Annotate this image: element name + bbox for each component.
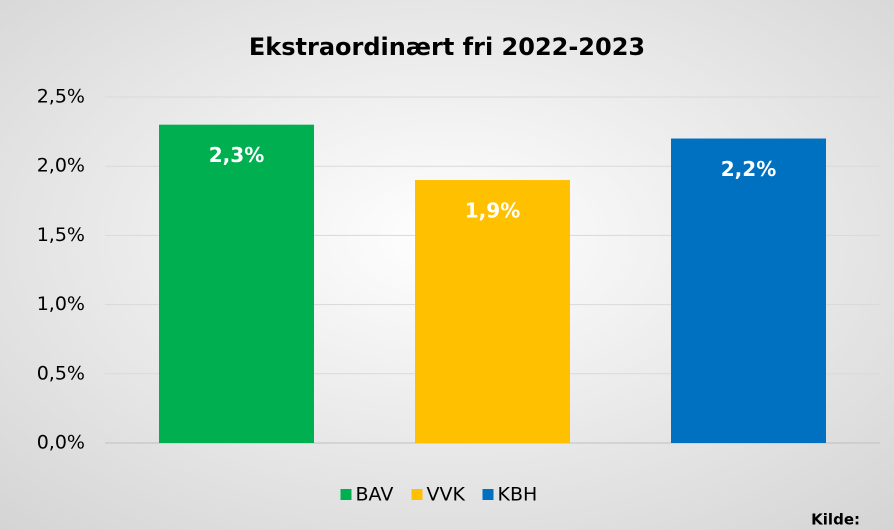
legend-swatch [482, 489, 494, 500]
chart-title: Ekstraordinært fri 2022-2023 [249, 33, 645, 61]
data-label: 2,2% [721, 157, 776, 181]
legend-swatch [340, 489, 352, 500]
annotation: Kilde: [811, 511, 860, 529]
bar [415, 180, 570, 444]
bar [671, 138, 826, 443]
y-tick-label: 0,5% [37, 362, 85, 384]
legend-swatch [411, 489, 423, 500]
y-tick-label: 2,0% [37, 155, 85, 177]
legend-label: BAV [356, 484, 394, 506]
data-label: 1,9% [465, 199, 520, 223]
y-tick-label: 0,0% [37, 432, 85, 454]
y-tick-label: 2,5% [37, 86, 85, 108]
y-tick-label: 1,0% [37, 293, 85, 315]
legend-label: KBH [498, 484, 538, 506]
y-tick-label: 1,5% [37, 224, 85, 246]
bar [159, 124, 314, 444]
legend-label: VVK [427, 484, 466, 506]
data-label: 2,3% [209, 143, 264, 167]
